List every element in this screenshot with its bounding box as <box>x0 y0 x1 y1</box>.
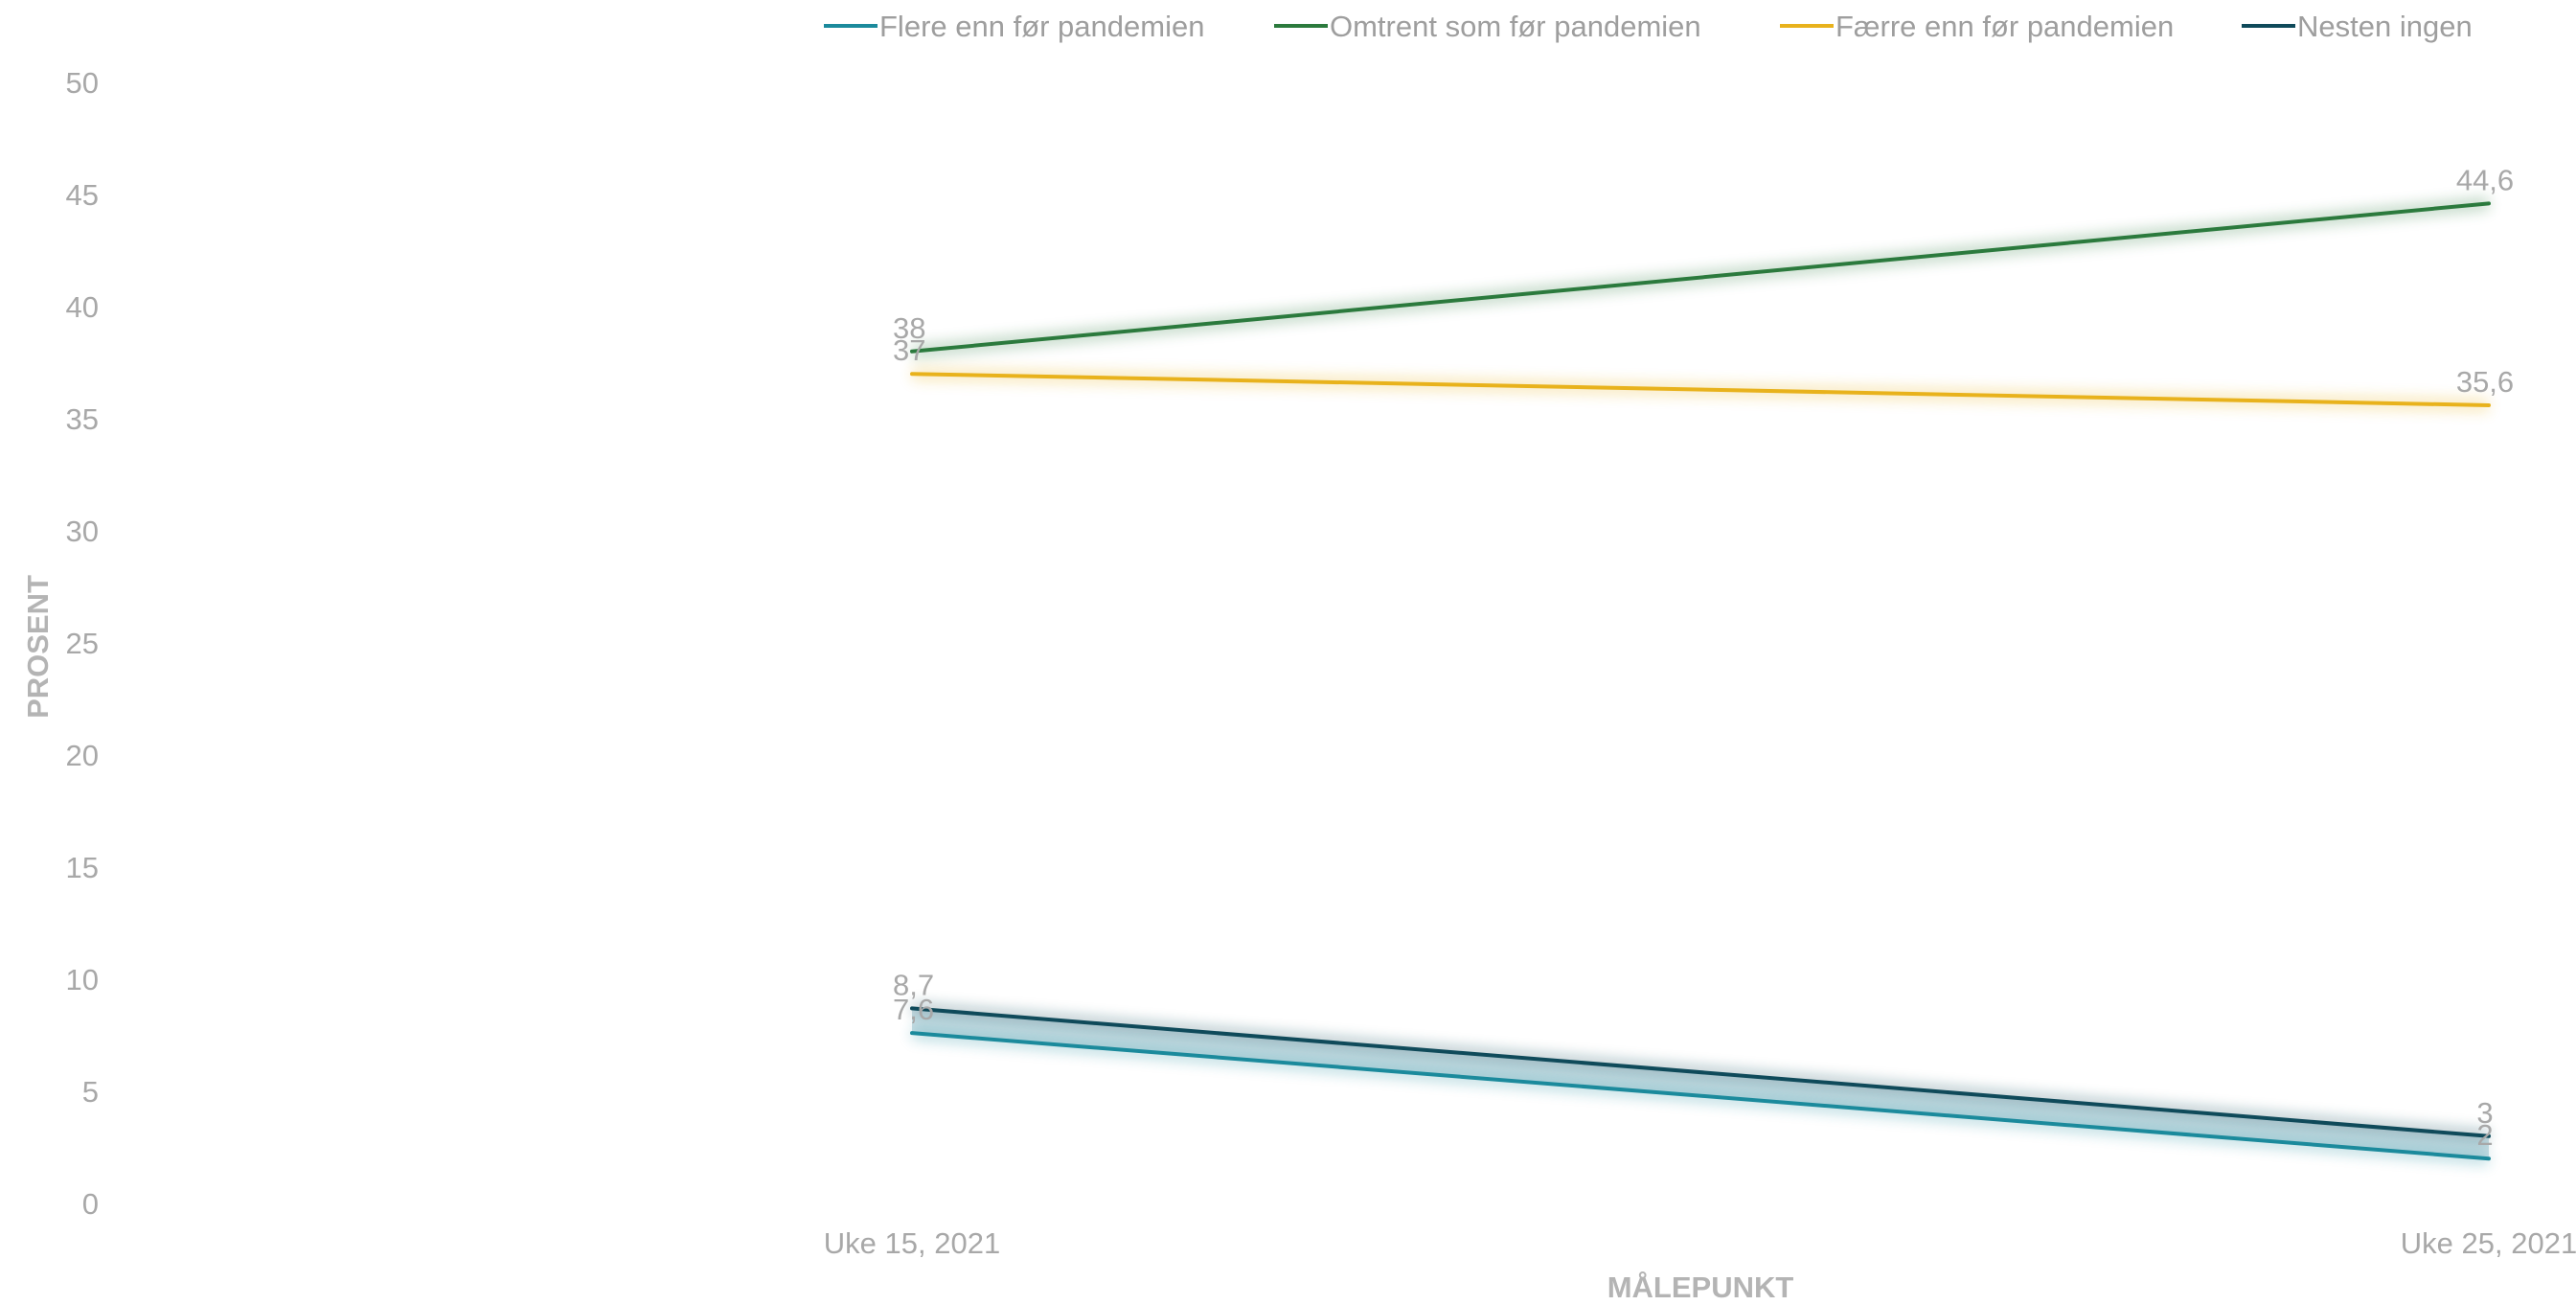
legend-label: Omtrent som før pandemien <box>1330 10 1701 43</box>
y-tick-label: 35 <box>66 402 99 436</box>
series-glows <box>911 196 2490 1166</box>
legend-item[interactable]: Nesten ingen <box>2242 10 2473 43</box>
y-axis-title: PROSENT <box>21 575 55 719</box>
y-tick-label: 0 <box>82 1187 99 1221</box>
y-tick-label: 30 <box>66 515 99 548</box>
data-label: 7,6 <box>893 993 934 1026</box>
y-tick-label: 10 <box>66 963 99 996</box>
y-tick-label: 15 <box>66 851 99 884</box>
data-label: 2 <box>2476 1118 2493 1152</box>
legend-label: Nesten ingen <box>2297 10 2473 43</box>
data-label: 8,7 <box>893 968 934 1001</box>
series-line-1 <box>910 1031 2491 1161</box>
y-tick-label: 50 <box>66 66 99 100</box>
legend-item[interactable]: Færre enn før pandemien <box>1780 10 2174 43</box>
x-tick-label: Uke 25, 2021 <box>2401 1226 2576 1260</box>
series-line-4 <box>910 1006 2491 1138</box>
data-label: 44,6 <box>2456 163 2514 196</box>
legend-item[interactable]: Flere enn før pandemien <box>824 10 1204 43</box>
x-axis-ticks: Uke 15, 2021 Uke 25, 2021 <box>824 1226 2576 1260</box>
y-tick-label: 25 <box>66 627 99 660</box>
y-axis-ticks: 0 5 10 15 20 25 30 35 40 45 50 <box>66 66 99 1221</box>
x-axis-title: MÅLEPUNKT <box>1607 1271 1794 1304</box>
legend: Flere enn før pandemien Omtrent som før p… <box>824 10 2473 43</box>
legend-label: Flere enn før pandemien <box>879 10 1204 43</box>
legend-item[interactable]: Omtrent som før pandemien <box>1274 10 1701 43</box>
y-tick-label: 40 <box>66 290 99 324</box>
y-tick-label: 5 <box>82 1075 99 1109</box>
legend-label: Færre enn før pandemien <box>1835 10 2174 43</box>
x-tick-label: Uke 15, 2021 <box>824 1226 1000 1260</box>
data-labels: 7,6 2 38 44,6 37 35,6 8,7 3 <box>893 163 2514 1152</box>
data-label: 38 <box>893 311 925 345</box>
y-tick-label: 45 <box>66 178 99 212</box>
data-label: 3 <box>2476 1096 2493 1130</box>
data-label: 35,6 <box>2456 365 2514 399</box>
series-line-3 <box>910 372 2491 407</box>
data-label: 37 <box>893 333 925 367</box>
series-lines <box>910 201 2491 1161</box>
y-tick-label: 20 <box>66 739 99 772</box>
series-line-2 <box>910 201 2491 354</box>
